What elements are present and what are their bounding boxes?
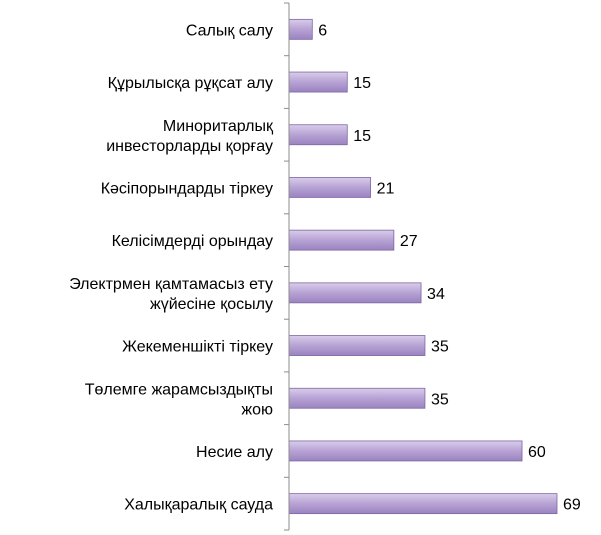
category-label-line: Электрмен қамтамасыз ету	[69, 276, 273, 293]
value-labels: 6 15 15 21 27 34 35 35 60 69	[318, 22, 581, 513]
category-label-line: жүйесіне қосылу	[150, 296, 273, 313]
value-label: 60	[528, 444, 546, 461]
category-label-line: Салық салу	[186, 22, 273, 39]
bar	[288, 387, 426, 409]
category-label: Халықаралық сауда	[124, 497, 273, 514]
bars-layer	[288, 18, 558, 515]
category-label-line: Төлемге жарамсыздықты	[85, 381, 273, 398]
value-label: 34	[427, 286, 445, 303]
value-label: 35	[431, 339, 449, 356]
value-label: 15	[353, 75, 371, 92]
category-label: Кәсіпорындарды тіркеу	[101, 180, 273, 197]
category-label-line: Келісімдерді орындау	[112, 233, 273, 250]
category-label: Несие алу	[196, 444, 273, 461]
bar	[288, 177, 371, 198]
category-label: Төлемге жарамсыздықты жою	[85, 381, 273, 418]
category-labels: Салық салу Құрылысқа рұқсат алу Миноритарл…	[69, 22, 274, 513]
category-label-line: жою	[241, 401, 273, 418]
bar	[288, 335, 426, 356]
value-label: 27	[400, 233, 418, 250]
bar	[288, 282, 422, 304]
value-label: 21	[377, 180, 395, 197]
bar	[288, 440, 523, 462]
category-label-line: Несие алу	[196, 444, 273, 461]
category-label-line: инвесторларды қорғау	[106, 138, 273, 155]
value-label: 6	[318, 22, 327, 39]
category-label: Электрмен қамтамасыз ету жүйесіне қосылу	[69, 276, 273, 313]
value-label: 35	[431, 391, 449, 408]
bar	[288, 124, 348, 146]
value-label: 15	[353, 128, 371, 145]
category-label: Құрылысқа рұқсат алу	[108, 75, 273, 92]
category-label-line: Құрылысқа рұқсат алу	[108, 75, 273, 92]
bar	[288, 493, 558, 515]
category-label: Салық салу	[186, 22, 273, 39]
category-label-line: Кәсіпорындарды тіркеу	[101, 180, 273, 197]
bar	[288, 229, 395, 251]
category-label: Келісімдерді орындау	[112, 233, 273, 250]
category-label: Миноритарлық инвесторларды қорғау	[106, 118, 274, 155]
bar	[288, 18, 313, 40]
axis-ticks	[284, 2, 289, 531]
category-label: Жекеменшікті тіркеу	[122, 339, 273, 356]
category-label-line: Жекеменшікті тіркеу	[122, 339, 273, 356]
category-label-line: Халықаралық сауда	[124, 497, 273, 514]
bar	[288, 71, 348, 93]
category-label-line: Миноритарлық	[163, 118, 274, 135]
value-label: 69	[563, 497, 581, 514]
